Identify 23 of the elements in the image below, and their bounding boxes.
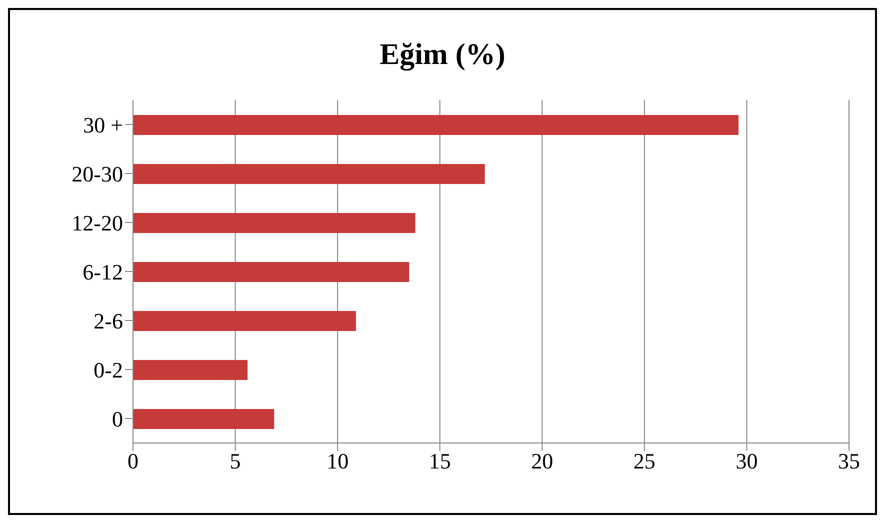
x-tick-label: 0 (128, 448, 138, 474)
y-tick-label: 30 + (83, 112, 123, 138)
x-tick-label: 30 (736, 448, 758, 474)
bar (133, 164, 485, 184)
x-tick-label: 25 (633, 448, 656, 474)
y-tick-label: 6-12 (82, 259, 123, 284)
y-tick-label: 0 (112, 406, 123, 432)
bar (133, 409, 274, 429)
bar (133, 115, 739, 135)
x-tick-label: 15 (428, 448, 451, 474)
y-tick-label: 0-2 (94, 357, 123, 382)
y-tick-label: 20-30 (72, 161, 123, 186)
y-tick-label: 12-20 (72, 210, 123, 236)
bar (133, 311, 356, 331)
chart-title: Eğim (%) (378, 38, 506, 72)
y-tick-label: 2-6 (94, 308, 123, 334)
bar (133, 262, 410, 282)
bar (133, 360, 248, 380)
bar (133, 213, 416, 233)
x-tick-label: 10 (326, 448, 349, 474)
x-tick-label: 20 (531, 448, 554, 474)
x-tick-label: 35 (838, 448, 860, 474)
x-tick-label: 5 (230, 448, 241, 474)
